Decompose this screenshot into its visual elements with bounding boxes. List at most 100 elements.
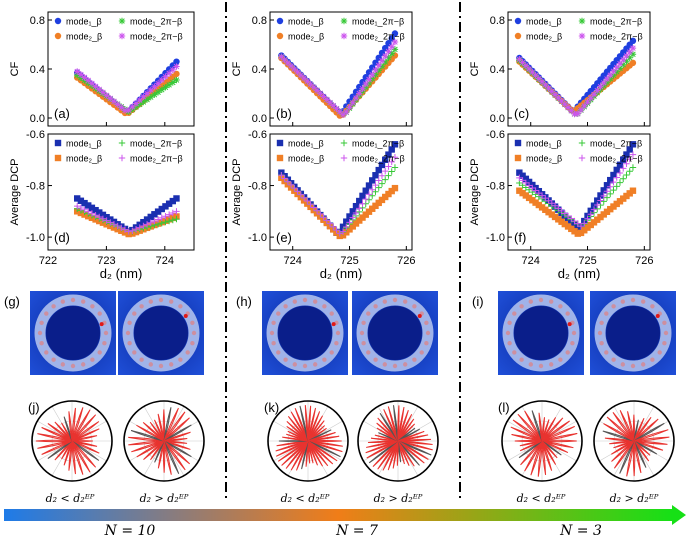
field-maps-layer: (g) (h) (i) bbox=[4, 291, 676, 375]
polar-lobe bbox=[632, 414, 635, 442]
field-hotspot bbox=[97, 311, 102, 316]
x-tick-label: 726 bbox=[397, 255, 415, 267]
polar-lobe bbox=[277, 440, 309, 462]
data-point bbox=[594, 87, 601, 94]
polar-lobe bbox=[627, 411, 635, 442]
legend-label: mode₁_2π−β bbox=[590, 17, 642, 27]
data-point bbox=[522, 175, 530, 183]
polar-lobe bbox=[387, 406, 399, 442]
y-axis-label: CF bbox=[469, 61, 481, 76]
data-point bbox=[143, 90, 151, 97]
data-point bbox=[587, 207, 594, 215]
data-point bbox=[330, 102, 337, 109]
field-hotspot bbox=[359, 330, 365, 336]
field-hotspot bbox=[597, 330, 603, 336]
polar-plot bbox=[123, 400, 205, 482]
data-point bbox=[388, 50, 395, 57]
polar-lobe bbox=[68, 440, 73, 471]
polar-group: (j) bbox=[28, 400, 205, 482]
polar-lobe bbox=[541, 433, 578, 442]
data-point bbox=[558, 97, 565, 105]
polar-lobe bbox=[397, 440, 415, 467]
field-hotspot bbox=[565, 350, 570, 355]
field-map bbox=[590, 291, 676, 375]
field-hotspot bbox=[148, 299, 154, 304]
data-point bbox=[281, 56, 288, 64]
polar-lobe bbox=[606, 416, 635, 442]
data-point bbox=[382, 52, 389, 60]
data-point bbox=[343, 108, 350, 116]
polar-lobe bbox=[397, 414, 413, 442]
field-hotspot bbox=[424, 320, 429, 326]
data-point bbox=[343, 218, 350, 225]
data-point bbox=[304, 77, 311, 85]
data-point bbox=[561, 101, 568, 108]
legend: mode₁_β mode₁_2π−β mode₂_β mode₂_2π−β bbox=[276, 17, 405, 42]
data-point bbox=[362, 195, 369, 203]
data-point bbox=[529, 68, 536, 76]
legend-label: mode₁_β bbox=[66, 139, 102, 149]
polar-lobe bbox=[619, 440, 635, 474]
field-hotspot bbox=[168, 299, 174, 304]
y-axis-label: Average DCP bbox=[469, 158, 481, 225]
legend-label: mode₁_2π−β bbox=[352, 17, 404, 27]
data-point bbox=[291, 184, 298, 192]
polar-lobe bbox=[294, 408, 309, 442]
data-point bbox=[326, 99, 334, 106]
panel-label: (j) bbox=[28, 400, 40, 415]
data-point bbox=[136, 101, 143, 108]
polar-lobe bbox=[54, 421, 73, 442]
data-point bbox=[600, 192, 607, 200]
data-point bbox=[568, 107, 575, 114]
polar-lobe bbox=[163, 407, 179, 442]
data-point bbox=[173, 195, 180, 202]
field-hotspot bbox=[392, 363, 398, 369]
polar-lobe bbox=[163, 440, 188, 444]
data-point bbox=[336, 108, 343, 115]
field-marker bbox=[417, 314, 422, 319]
legend-marker bbox=[54, 139, 62, 147]
polar-lobe bbox=[307, 440, 334, 465]
field-hotspot bbox=[132, 350, 137, 355]
polar-lobe bbox=[368, 440, 399, 464]
data-point bbox=[516, 174, 523, 182]
y-tick-label: 0.4 bbox=[30, 64, 45, 76]
polar-lobe bbox=[397, 440, 425, 464]
polar-lobe bbox=[71, 435, 98, 442]
series-3 bbox=[278, 154, 399, 237]
data-point bbox=[574, 225, 581, 232]
data-point bbox=[594, 216, 601, 223]
data-point bbox=[365, 76, 373, 83]
polar-lobe bbox=[128, 440, 165, 446]
data-point bbox=[620, 156, 627, 163]
data-point bbox=[74, 202, 81, 210]
data-point bbox=[542, 206, 549, 213]
polar-lobe bbox=[41, 427, 73, 442]
polar-lobe bbox=[397, 409, 409, 442]
polar-lobe bbox=[524, 410, 543, 442]
data-point bbox=[525, 182, 533, 189]
legend-marker bbox=[340, 154, 348, 162]
data-point bbox=[349, 99, 356, 106]
data-point bbox=[365, 191, 373, 198]
data-point bbox=[600, 211, 607, 218]
polar-lobe bbox=[633, 417, 645, 442]
data-point bbox=[623, 52, 630, 60]
data-point bbox=[147, 213, 154, 221]
polar-lobe bbox=[519, 440, 543, 447]
data-point bbox=[629, 59, 637, 67]
field-hotspot bbox=[158, 363, 164, 369]
data-point bbox=[74, 71, 81, 79]
data-point bbox=[616, 161, 624, 168]
field-hotspot bbox=[419, 350, 424, 355]
data-point bbox=[600, 79, 607, 87]
data-point bbox=[382, 58, 389, 66]
data-point bbox=[607, 205, 614, 213]
data-point bbox=[375, 184, 382, 191]
data-point bbox=[378, 57, 386, 64]
polar-plots-layer: (j) (k) (l) bbox=[28, 400, 675, 482]
polar-lobe bbox=[157, 413, 165, 442]
polar-lobe bbox=[541, 440, 562, 456]
data-point bbox=[391, 184, 399, 192]
data-point bbox=[519, 189, 526, 197]
